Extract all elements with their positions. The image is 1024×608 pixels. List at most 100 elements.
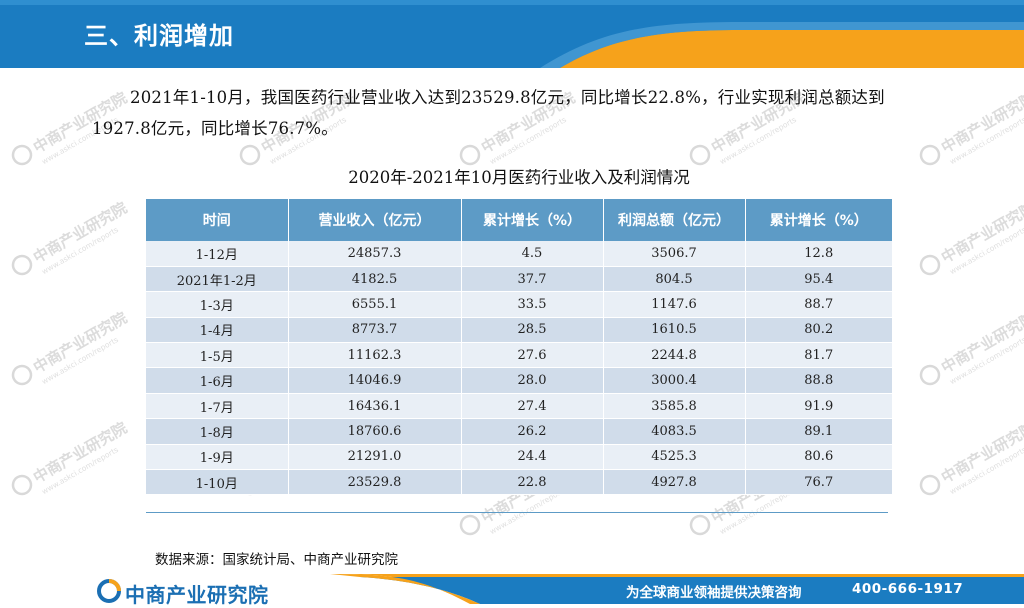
cell-time: 1-6月 [146, 367, 289, 394]
cell-profit: 1147.6 [603, 291, 746, 318]
cell-profit-growth: 91.9 [745, 393, 892, 420]
header-cell-time: 时间 [146, 199, 289, 241]
watermark-text: 中商产业研究院 [938, 89, 1024, 157]
logo-text: 中商产业研究院 [125, 583, 269, 607]
cell-time: 1-9月 [146, 444, 289, 471]
table-row: 1-8月 18760.6 26.2 4083.5 89.1 [146, 418, 892, 445]
watermark-subtext: www.askci.com/reports [948, 225, 1024, 276]
cell-revenue: 24857.3 [288, 241, 462, 267]
watermark-logo-icon [919, 364, 941, 386]
data-table: 时间 营业收入（亿元） 累计增长（%） 利润总额（亿元） 累计增长（%） 1-1… [146, 199, 892, 496]
cell-profit: 4525.3 [603, 444, 746, 471]
watermark-text: 中商产业研究院 [938, 199, 1024, 267]
cell-profit: 2244.8 [603, 342, 746, 369]
watermark-subtext: www.askci.com/reports [948, 115, 1024, 166]
cell-profit-growth: 89.1 [745, 418, 892, 445]
table-divider [146, 512, 888, 513]
cell-time: 1-12月 [146, 241, 289, 267]
watermark-logo-icon [11, 474, 33, 496]
cell-profit-growth: 88.7 [745, 291, 892, 318]
watermark-subtext: www.askci.com/reports [948, 335, 1024, 386]
cell-profit-growth: 12.8 [745, 241, 892, 267]
cell-profit: 3585.8 [603, 393, 746, 420]
company-logo: 中商产业研究院 [97, 578, 287, 607]
watermark-logo-icon [11, 144, 33, 166]
cell-revenue-growth: 26.2 [461, 418, 604, 445]
table-row: 1-6月 14046.9 28.0 3000.4 88.8 [146, 367, 892, 394]
cell-profit-growth: 80.6 [745, 444, 892, 471]
cell-profit: 804.5 [603, 266, 746, 293]
cell-revenue-growth: 28.5 [461, 317, 604, 344]
table-row: 1-12月 24857.3 4.5 3506.7 12.8 [146, 241, 892, 267]
intro-paragraph: 2021年1-10月，我国医药行业营业收入达到23529.8亿元，同比增长22.… [92, 88, 885, 138]
cell-revenue: 11162.3 [288, 342, 462, 369]
cell-revenue: 14046.9 [288, 367, 462, 394]
watermark-subtext: www.askci.com/reports [948, 445, 1024, 496]
cell-profit-growth: 95.4 [745, 266, 892, 293]
cell-revenue-growth: 27.4 [461, 393, 604, 420]
footer-phone: 400-666-1917 [852, 581, 964, 597]
watermark-subtext: www.askci.com/reports [40, 225, 120, 276]
table-row: 1-5月 11162.3 27.6 2244.8 81.7 [146, 342, 892, 369]
watermark-text: 中商产业研究院 [938, 309, 1024, 377]
table-row: 2021年1-2月 4182.5 37.7 804.5 95.4 [146, 266, 892, 293]
cell-profit-growth: 81.7 [745, 342, 892, 369]
cell-time: 1-3月 [146, 291, 289, 318]
header-background [0, 0, 1024, 68]
table-title: 2020年-2021年10月医药行业收入及利润情况 [348, 168, 690, 187]
cell-revenue-growth: 22.8 [461, 469, 604, 496]
header-cell-revenue: 营业收入（亿元） [288, 199, 462, 241]
cell-revenue-growth: 37.7 [461, 266, 604, 293]
cell-profit-growth: 80.2 [745, 317, 892, 344]
cell-revenue: 18760.6 [288, 418, 462, 445]
table-body: 1-12月 24857.3 4.5 3506.7 12.8 2021年1-2月 4182.5… [146, 241, 892, 496]
cell-profit: 1610.5 [603, 317, 746, 344]
watermark-logo-icon [11, 254, 33, 276]
cell-revenue: 6555.1 [288, 291, 462, 318]
watermark-logo-icon [689, 514, 711, 536]
cell-revenue: 21291.0 [288, 444, 462, 471]
watermark-subtext: www.askci.com/reports [40, 335, 120, 386]
watermark-logo-icon [919, 254, 941, 276]
cell-revenue-growth: 28.0 [461, 367, 604, 394]
cell-revenue-growth: 33.5 [461, 291, 604, 318]
watermark-subtext: www.askci.com/reports [40, 445, 120, 496]
cell-time: 1-7月 [146, 393, 289, 420]
cell-revenue-growth: 4.5 [461, 241, 604, 267]
cell-time: 2021年1-2月 [146, 266, 289, 293]
cell-profit-growth: 76.7 [745, 469, 892, 496]
cell-revenue: 23529.8 [288, 469, 462, 496]
cell-profit: 3000.4 [603, 367, 746, 394]
footer-slogan: 为全球商业领袖提供决策咨询 [626, 585, 802, 601]
cell-revenue: 8773.7 [288, 317, 462, 344]
watermark-text: 中商产业研究院 [938, 419, 1024, 487]
cell-profit: 4083.5 [603, 418, 746, 445]
watermark-text: 中商产业研究院 [30, 419, 130, 487]
cell-profit: 4927.8 [603, 469, 746, 496]
data-source-note: 数据来源：国家统计局、中商产业研究院 [155, 552, 398, 568]
cell-revenue-growth: 27.6 [461, 342, 604, 369]
cell-time: 1-5月 [146, 342, 289, 369]
watermark-logo-icon [459, 514, 481, 536]
cell-time: 1-10月 [146, 469, 289, 496]
page-title: 三、利润增加 [84, 22, 234, 50]
table-row: 1-9月 21291.0 24.4 4525.3 80.6 [146, 444, 892, 471]
table-row: 1-10月 23529.8 22.8 4927.8 76.7 [146, 469, 892, 496]
table-header-row: 时间 营业收入（亿元） 累计增长（%） 利润总额（亿元） 累计增长（%） [146, 199, 892, 241]
cell-time: 1-4月 [146, 317, 289, 344]
header-cell-profit: 利润总额（亿元） [603, 199, 746, 241]
header-cell-revenue-growth: 累计增长（%） [461, 199, 604, 241]
cell-time: 1-8月 [146, 418, 289, 445]
header-cell-profit-growth: 累计增长（%） [745, 199, 892, 241]
table-row: 1-7月 16436.1 27.4 3585.8 91.9 [146, 393, 892, 420]
cell-revenue-growth: 24.4 [461, 444, 604, 471]
logo-mark-icon [97, 579, 121, 603]
cell-profit-growth: 88.8 [745, 367, 892, 394]
table-row: 1-3月 6555.1 33.5 1147.6 88.7 [146, 291, 892, 318]
